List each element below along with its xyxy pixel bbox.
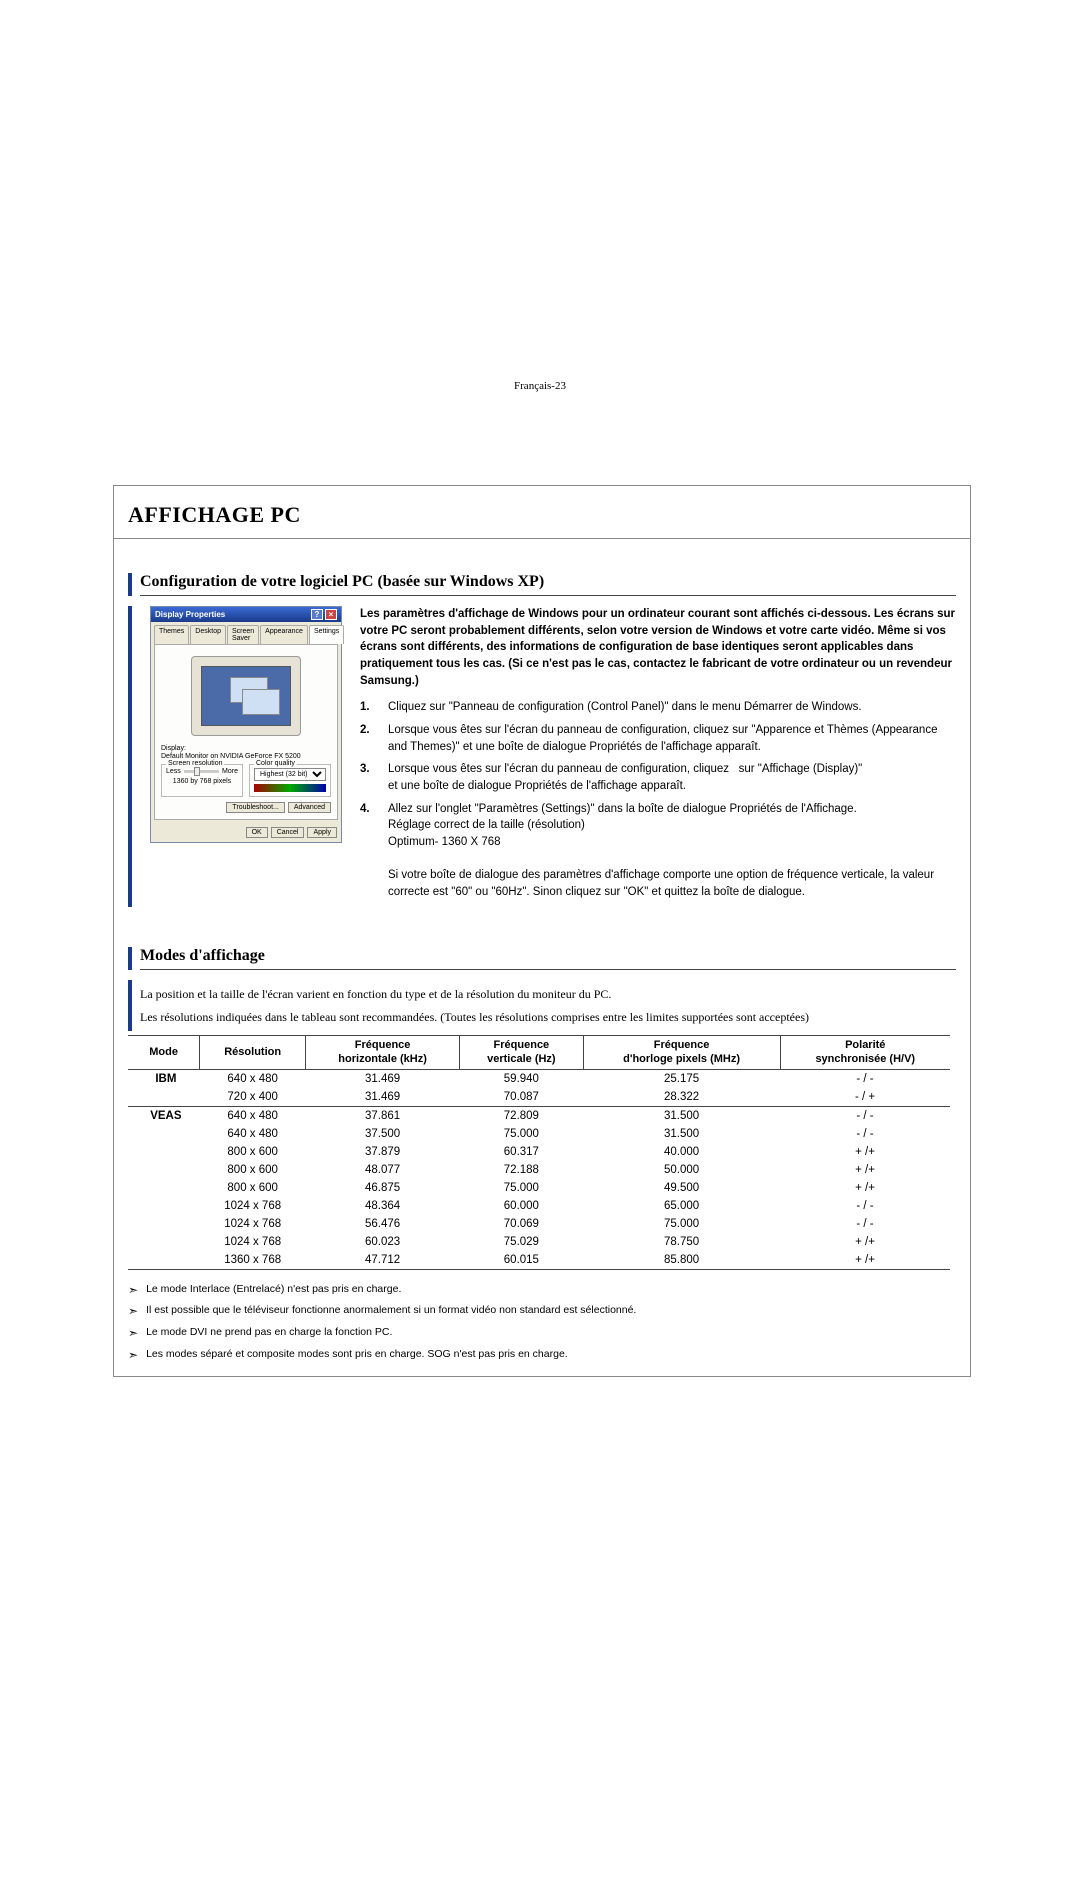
arrow-icon: ➣ [128, 1280, 138, 1302]
dialog-titlebar: Display Properties ? × [151, 607, 341, 622]
heading-bar [128, 573, 132, 596]
monitor-preview [161, 651, 331, 741]
resolution-slider[interactable] [184, 770, 219, 773]
resolution-group: Screen resolution Less More 1360 by 768 … [161, 764, 243, 797]
page-footer: Français-23 [0, 380, 1080, 392]
quality-group: Color quality Highest (32 bit) [249, 764, 331, 797]
note-row: ➣ Le mode Interlace (Entrelacé) n'est pas… [128, 1280, 956, 1302]
page-title: AFFICHAGE PC [128, 502, 956, 528]
modes-intro-1: La position et la taille de l'écran vari… [140, 986, 809, 1003]
table-row: 1024 x 76860.02375.02978.750+ /+ [128, 1233, 950, 1251]
res-value: 1360 by 768 pixels [166, 778, 238, 785]
ok-button[interactable]: OK [246, 827, 268, 838]
th-po: Polaritésynchronisée (H/V) [780, 1036, 950, 1069]
page-content: Configuration de votre logiciel PC (basé… [114, 539, 970, 1376]
qual-group-title: Color quality [254, 760, 297, 767]
res-group-title: Screen resolution [166, 760, 224, 767]
step-3: 3.Lorsque vous êtes sur l'écran du panne… [360, 761, 956, 794]
help-icon[interactable]: ? [311, 609, 323, 620]
troubleshoot-button[interactable]: Troubleshoot... [226, 802, 284, 813]
table-row: 1024 x 76848.36460.00065.000- / - [128, 1197, 950, 1215]
tab-screensaver[interactable]: Screen Saver [227, 625, 259, 644]
modes-intro-2: Les résolutions indiquées dans le tablea… [140, 1009, 809, 1026]
table-row: 800 x 60037.87960.31740.000+ /+ [128, 1143, 950, 1161]
res-more: More [222, 768, 238, 775]
section-side-bar [128, 606, 132, 907]
dialog-title: Display Properties [155, 610, 225, 619]
tab-themes[interactable]: Themes [154, 625, 189, 644]
tab-desktop[interactable]: Desktop [190, 625, 226, 644]
section2-title: Modes d'affichage [140, 947, 956, 970]
cancel-button[interactable]: Cancel [271, 827, 305, 838]
note-text: Il est possible que le téléviseur foncti… [146, 1301, 636, 1320]
modes-table: Mode Résolution Fréquencehorizontale (kH… [128, 1035, 950, 1269]
display-value: Default Monitor on NVIDIA GeForce FX 520… [161, 753, 331, 760]
note-text: Les modes séparé et composite modes sont… [146, 1345, 568, 1364]
note-row: ➣ Il est possible que le téléviseur fonct… [128, 1301, 956, 1323]
note-row: ➣ Le mode DVI ne prend pas en charge la f… [128, 1323, 956, 1345]
table-row: 800 x 60048.07772.18850.000+ /+ [128, 1161, 950, 1179]
tab-appearance[interactable]: Appearance [260, 625, 308, 644]
th-fp: Fréquenced'horloge pixels (MHz) [583, 1036, 780, 1069]
table-row: 1360 x 76847.71260.01585.800+ /+ [128, 1251, 950, 1270]
dialog-body: Display: Default Monitor on NVIDIA GeFor… [154, 644, 338, 820]
arrow-icon: ➣ [128, 1345, 138, 1367]
section1-heading: Configuration de votre logiciel PC (basé… [128, 573, 956, 596]
th-fh: Fréquencehorizontale (kHz) [306, 1036, 460, 1069]
arrow-icon: ➣ [128, 1323, 138, 1345]
th-res: Résolution [200, 1036, 306, 1069]
close-icon[interactable]: × [325, 609, 337, 620]
res-less: Less [166, 768, 181, 775]
table-row: 1024 x 76856.47670.06975.000- / - [128, 1215, 950, 1233]
page-frame: AFFICHAGE PC Configuration de votre logi… [113, 485, 971, 1377]
dialog-tabs: Themes Desktop Screen Saver Appearance S… [151, 622, 341, 644]
display-properties-dialog: Display Properties ? × Themes Desktop Sc… [150, 606, 342, 843]
instructions: Les paramètres d'affichage de Windows po… [360, 606, 956, 907]
modes-block: Modes d'affichage La position et la tail… [128, 947, 956, 1366]
config-row: Display Properties ? × Themes Desktop Sc… [128, 606, 956, 907]
table-row: IBM640 x 48031.46959.94025.175- / - [128, 1069, 950, 1088]
modes-side-bar [128, 980, 132, 1032]
intro-bold: Les paramètres d'affichage de Windows po… [360, 606, 956, 689]
display-label: Display: [161, 745, 331, 752]
color-bar [254, 784, 326, 792]
title-bar: AFFICHAGE PC [114, 486, 970, 539]
th-fv: Fréquenceverticale (Hz) [460, 1036, 584, 1069]
monitor-icon [191, 656, 301, 736]
table-row: 800 x 60046.87575.00049.500+ /+ [128, 1179, 950, 1197]
note-row: ➣ Les modes séparé et composite modes son… [128, 1345, 956, 1367]
th-mode: Mode [128, 1036, 200, 1069]
quality-select[interactable]: Highest (32 bit) [254, 768, 326, 781]
notes-block: ➣ Le mode Interlace (Entrelacé) n'est pas… [128, 1280, 956, 1366]
heading-bar-2 [128, 947, 132, 970]
modes-intro-block: La position et la taille de l'écran vari… [128, 980, 956, 1032]
table-row: VEAS640 x 48037.86172.80931.500- / - [128, 1106, 950, 1125]
step-1: 1.Cliquez sur "Panneau de configuration … [360, 699, 956, 716]
step-4: 4. Allez sur l'onglet "Paramètres (Setti… [360, 801, 956, 901]
apply-button[interactable]: Apply [307, 827, 337, 838]
section2-heading: Modes d'affichage [128, 947, 956, 970]
table-row: 640 x 48037.50075.00031.500- / - [128, 1125, 950, 1143]
table-row: 720 x 40031.46970.08728.322- / + [128, 1088, 950, 1107]
note-text: Le mode DVI ne prend pas en charge la fo… [146, 1323, 392, 1342]
note-text: Le mode Interlace (Entrelacé) n'est pas … [146, 1280, 401, 1299]
step-list: 1.Cliquez sur "Panneau de configuration … [360, 699, 956, 900]
advanced-button[interactable]: Advanced [288, 802, 331, 813]
tab-settings[interactable]: Settings [309, 625, 344, 644]
step-2: 2.Lorsque vous êtes sur l'écran du panne… [360, 722, 956, 755]
section1-title: Configuration de votre logiciel PC (basé… [140, 573, 956, 596]
arrow-icon: ➣ [128, 1301, 138, 1323]
